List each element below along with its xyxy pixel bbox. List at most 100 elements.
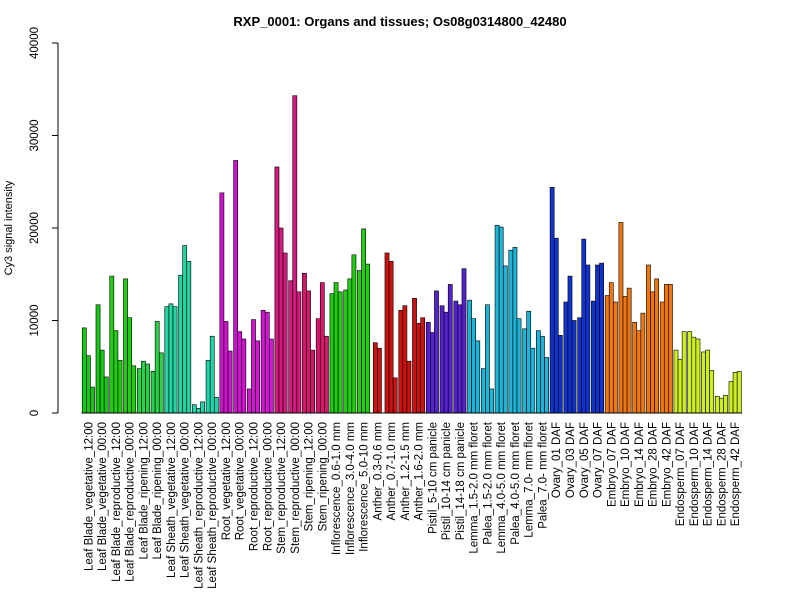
bar	[213, 396, 219, 414]
bar	[95, 304, 101, 414]
bar	[430, 332, 435, 414]
bar	[377, 347, 382, 414]
bar	[673, 349, 679, 414]
bar	[131, 365, 137, 414]
bar	[302, 273, 307, 414]
bar	[361, 228, 366, 414]
bar	[595, 264, 600, 414]
bar	[103, 376, 109, 414]
bar	[315, 318, 321, 414]
bar	[447, 284, 453, 414]
bar	[687, 331, 693, 414]
bar	[109, 275, 115, 414]
bar	[516, 318, 522, 414]
bar	[347, 278, 353, 414]
bar	[549, 187, 555, 414]
y-tick-label: 40000	[29, 27, 41, 59]
bar	[494, 224, 500, 414]
bar	[219, 192, 225, 414]
bar	[585, 264, 591, 414]
bar	[540, 335, 545, 414]
x-tick-label: Leaf Blade_vegetative_12:00	[83, 422, 95, 571]
bar	[544, 357, 549, 414]
x-tick-label: Root_reproductive_00:00	[262, 422, 274, 551]
x-tick-label: Anther_0.3-0.6 mm	[372, 422, 384, 520]
bar	[728, 381, 734, 414]
bars-group	[81, 95, 742, 414]
x-tick-label: Ovary_07 DAF	[593, 422, 605, 498]
bar	[695, 338, 701, 414]
x-tick-label: Ovary_03 DAF	[565, 422, 577, 498]
x-tick-label: Embryo_42 DAF	[661, 422, 673, 507]
bar	[365, 263, 371, 414]
bar	[205, 359, 211, 414]
bar	[127, 317, 133, 414]
x-tick-label: Stem_ripening_12:00	[304, 422, 316, 531]
x-tick-label: Leaf Sheath_reproductive_12:00	[193, 422, 205, 589]
x-tick-label: Pistil_5-10 cm panicle	[427, 422, 439, 534]
bar	[141, 360, 146, 414]
bar	[319, 282, 325, 414]
bar	[567, 275, 573, 414]
x-tick-label: Lemma_7.0- mm floret	[524, 421, 536, 537]
bar	[608, 282, 614, 414]
bar	[714, 396, 720, 414]
bar	[306, 290, 311, 414]
x-tick-label: Embryo_14 DAF	[634, 422, 646, 507]
bar	[136, 368, 142, 414]
bar	[691, 336, 697, 414]
bar	[650, 291, 655, 414]
bar	[296, 291, 302, 414]
bar	[425, 322, 431, 414]
x-tick-label: Leaf Blade_ripening_00:00	[152, 422, 164, 559]
bar	[701, 351, 706, 414]
bar	[351, 254, 357, 414]
x-tick-label: Inflorescence_0.6-1.0 mm	[331, 422, 343, 555]
bar	[563, 301, 569, 414]
bar	[632, 322, 638, 414]
bar	[434, 290, 439, 414]
bar	[154, 321, 160, 414]
x-tick-label: Endosperm_14 DAF	[703, 422, 715, 526]
x-tick-label: Root_vegetative_12:00	[221, 422, 233, 540]
bar	[416, 322, 421, 414]
bar	[237, 331, 243, 414]
x-tick-label: Embryo_07 DAF	[606, 422, 618, 507]
bar	[274, 166, 280, 414]
x-tick-label: Ovary_05 DAF	[579, 422, 591, 498]
bar	[388, 260, 394, 414]
bar	[223, 321, 229, 414]
x-tick-label: Anther_1.6-2.0 mm	[414, 422, 426, 520]
bar	[467, 299, 472, 414]
bar	[581, 238, 587, 414]
bar	[536, 330, 541, 414]
y-tick-label: 30000	[29, 120, 41, 152]
bar	[681, 331, 687, 414]
x-tick-label: Stem_reproductive_00:00	[290, 422, 302, 554]
bar	[640, 312, 646, 414]
x-tick-label: Anther_1.2-1.5 mm	[400, 422, 412, 520]
bar	[475, 340, 481, 414]
bar	[604, 295, 610, 414]
bar	[269, 338, 274, 414]
x-axis: Leaf Blade_vegetative_12:00 Leaf Blade_ve…	[81, 412, 742, 589]
bar	[443, 311, 449, 414]
x-tick-label: Stem_ripening_00:00	[317, 422, 329, 531]
x-tick-label: Leaf Sheath_reproductive_00:00	[207, 422, 219, 589]
bar	[172, 306, 178, 414]
x-tick-label: Embryo_28 DAF	[648, 422, 660, 507]
bar	[178, 274, 183, 414]
x-tick-label: Endosperm_10 DAF	[689, 422, 701, 526]
bar	[498, 226, 504, 414]
bar	[117, 359, 123, 414]
bar	[613, 301, 618, 414]
x-tick-label: Leaf Blade_reproductive_00:00	[125, 422, 137, 582]
bar	[343, 289, 349, 414]
bar	[709, 370, 715, 414]
bar	[182, 245, 188, 414]
bar	[508, 249, 514, 414]
bar	[310, 349, 316, 414]
bar	[260, 310, 266, 414]
bar	[402, 305, 408, 414]
